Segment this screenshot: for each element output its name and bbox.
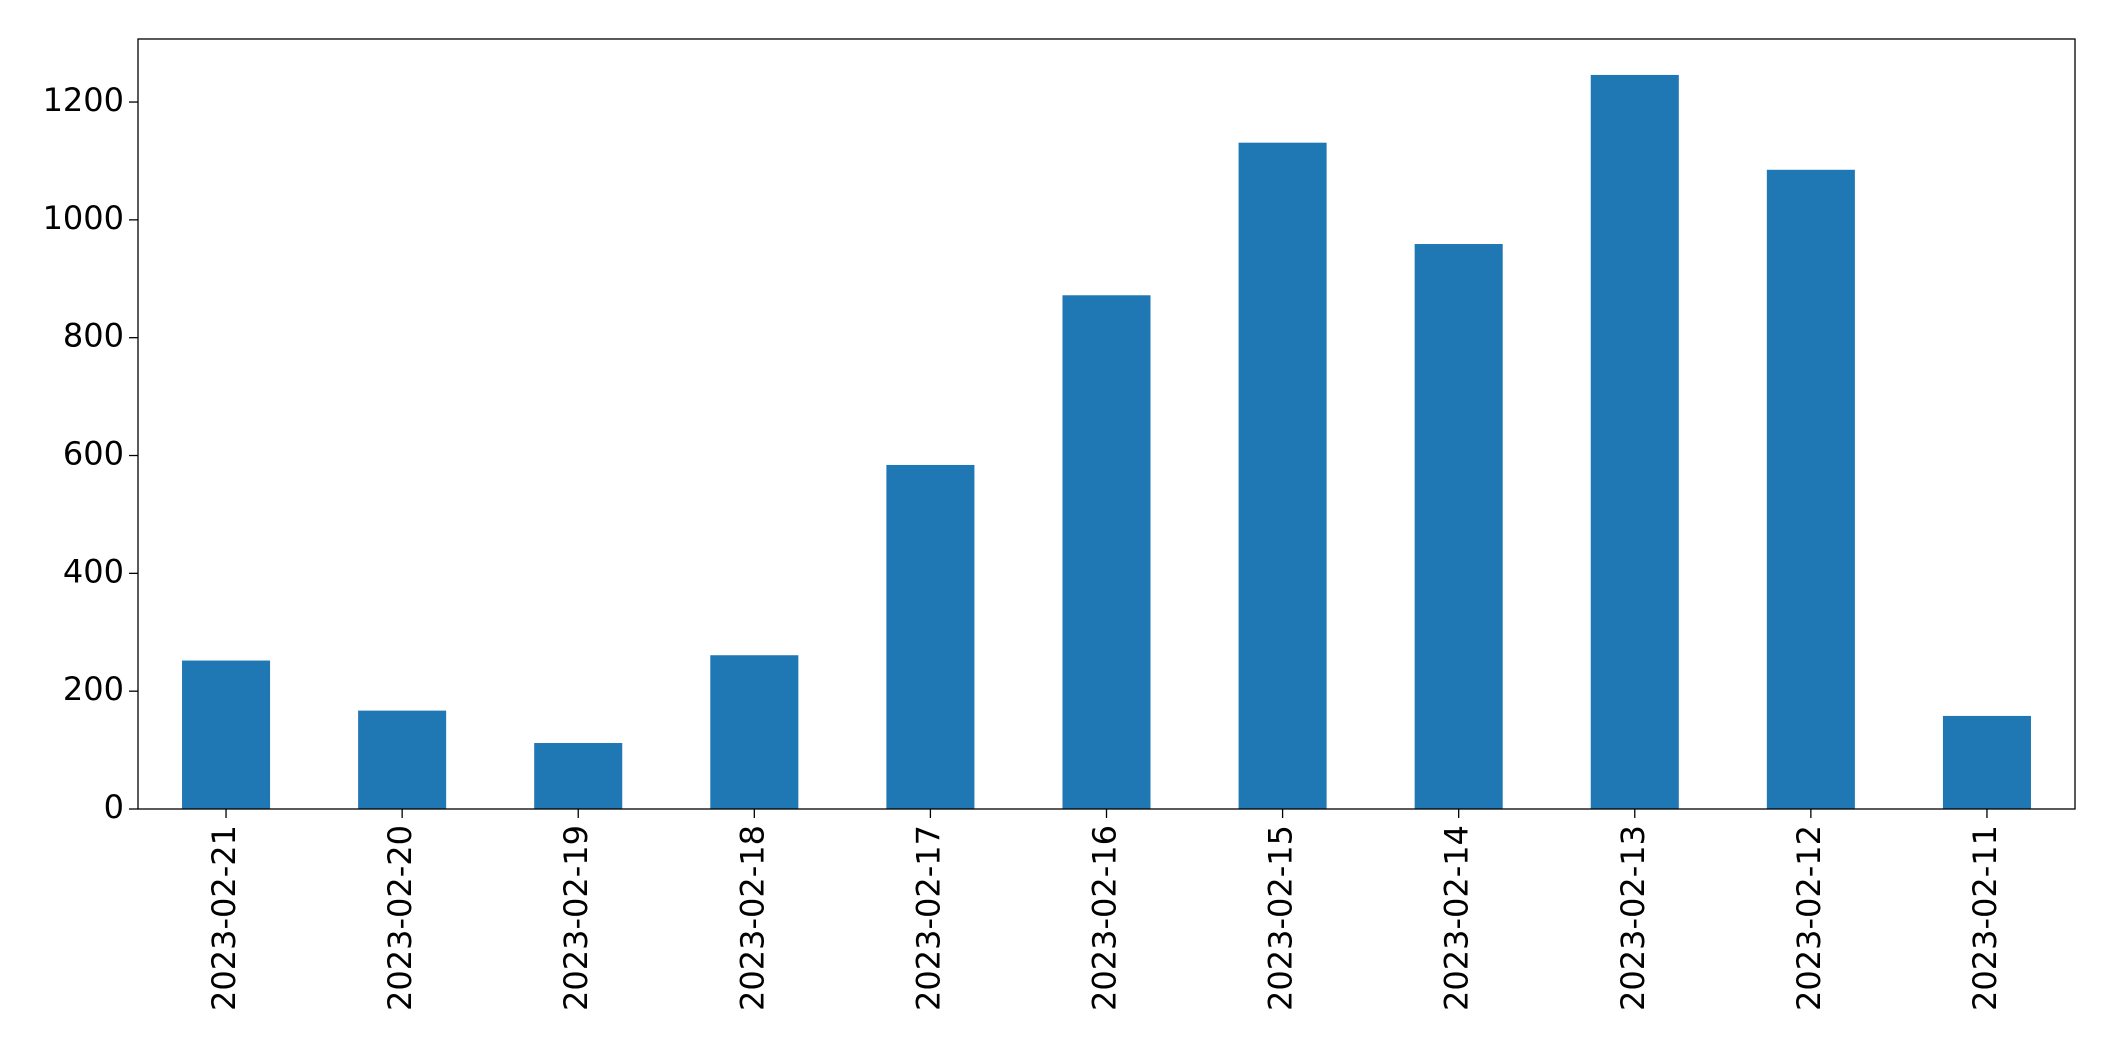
bar xyxy=(1062,295,1151,809)
x-tick-label: 2023-02-14 xyxy=(1438,825,1476,1011)
x-tick-label: 2023-02-21 xyxy=(205,825,243,1011)
y-tick-label: 1200 xyxy=(43,81,124,119)
y-tick-label: 600 xyxy=(63,435,124,473)
bar xyxy=(1590,74,1679,810)
y-tick-label: 1000 xyxy=(43,199,124,237)
bar xyxy=(1414,244,1503,809)
x-tick-label: 2023-02-20 xyxy=(381,825,419,1011)
x-tick-label: 2023-02-15 xyxy=(1262,825,1300,1011)
y-tick-label: 800 xyxy=(63,317,124,355)
bar xyxy=(534,743,623,809)
x-tick-label: 2023-02-16 xyxy=(1086,825,1124,1011)
bar xyxy=(886,464,975,809)
bar xyxy=(1238,142,1327,809)
x-tick-label: 2023-02-12 xyxy=(1790,825,1828,1011)
bar xyxy=(1942,715,2031,809)
x-tick-label: 2023-02-11 xyxy=(1966,825,2004,1011)
bar xyxy=(1766,169,1855,809)
y-tick-label: 0 xyxy=(104,788,124,826)
bar xyxy=(358,710,447,809)
y-tick-label: 200 xyxy=(63,670,124,708)
x-tick-label: 2023-02-17 xyxy=(909,825,947,1011)
bar xyxy=(182,660,271,809)
bar xyxy=(710,655,799,809)
x-tick-label: 2023-02-19 xyxy=(557,825,595,1011)
y-tick-label: 400 xyxy=(63,552,124,590)
x-tick-label: 2023-02-18 xyxy=(733,825,771,1011)
x-tick-label: 2023-02-13 xyxy=(1614,825,1652,1011)
